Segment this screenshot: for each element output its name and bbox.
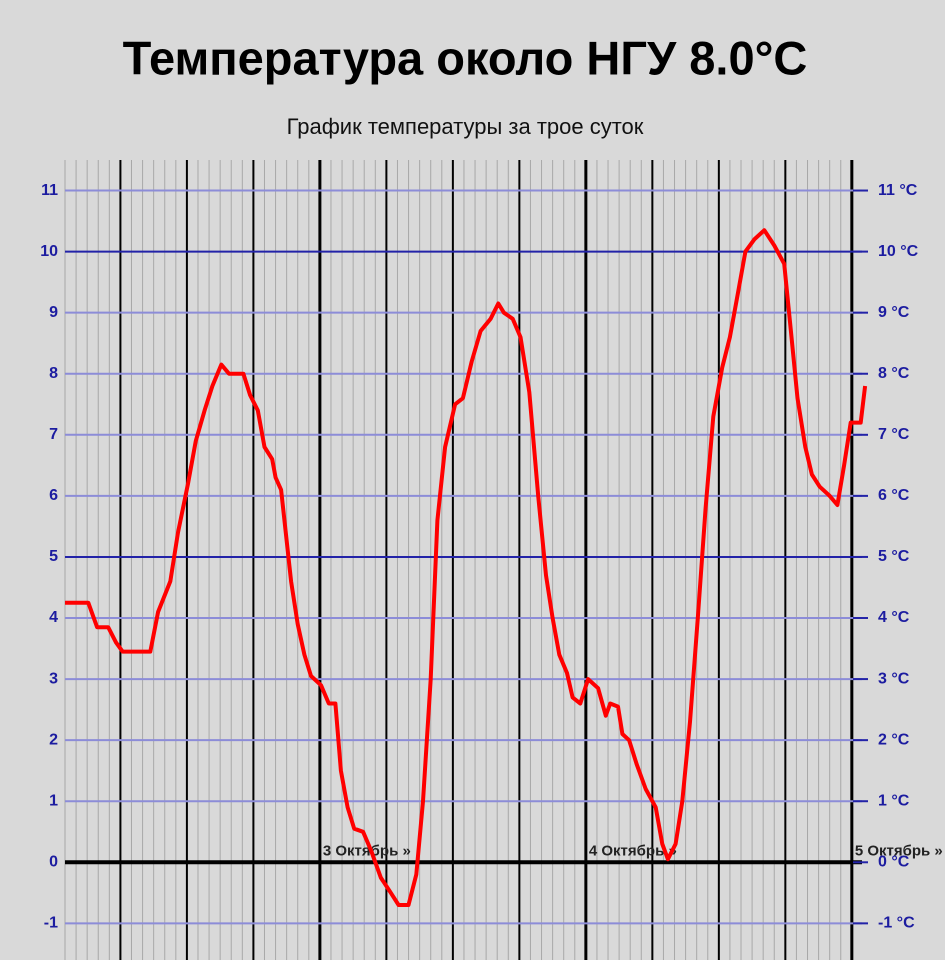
y-tick-label: 11	[41, 182, 58, 199]
y2-tick-label: 5 °C	[878, 548, 910, 565]
y-tick-label: 6	[49, 487, 58, 504]
y-tick-label: 9	[49, 304, 58, 321]
chart-title: Температура около НГУ 8.0°C	[123, 31, 808, 84]
y-tick-label: 0	[49, 854, 58, 871]
y-tick-label: 5	[49, 548, 58, 565]
y2-tick-label: 0 °C	[878, 854, 910, 871]
y2-tick-label: 9 °C	[878, 304, 910, 321]
y-tick-label: 4	[49, 609, 58, 626]
y2-tick-label: 2 °C	[878, 731, 910, 748]
y-tick-label: 2	[49, 731, 58, 748]
y2-tick-label: 3 °C	[878, 670, 910, 687]
y-tick-label: 8	[49, 365, 58, 382]
y2-tick-label: 11 °C	[878, 182, 918, 199]
x-tick-label: 3 Октябрь »	[323, 842, 411, 859]
x-tick-label: 4 Октябрь »	[589, 842, 677, 859]
temperature-line	[65, 228, 868, 907]
y2-tick-label: 4 °C	[878, 609, 910, 626]
y2-tick-label: 10 °C	[878, 243, 919, 260]
y2-tick-label: 7 °C	[878, 426, 910, 443]
chart-subtitle: График температуры за трое суток	[287, 114, 644, 139]
y2-tick-label: 8 °C	[878, 365, 910, 382]
y2-tick-label: 1 °C	[878, 792, 910, 809]
y2-tick-label: -1 °C	[878, 915, 915, 932]
grid	[64, 160, 862, 960]
y-tick-label: 3	[49, 670, 58, 687]
y-tick-label: 10	[40, 243, 58, 260]
y-tick-label: 1	[49, 792, 58, 809]
y2-tick-label: 6 °C	[878, 487, 910, 504]
y-tick-label: 7	[49, 426, 58, 443]
y-tick-label: -1	[44, 915, 58, 932]
x-tick-label: 5 Октябрь »	[855, 842, 943, 859]
